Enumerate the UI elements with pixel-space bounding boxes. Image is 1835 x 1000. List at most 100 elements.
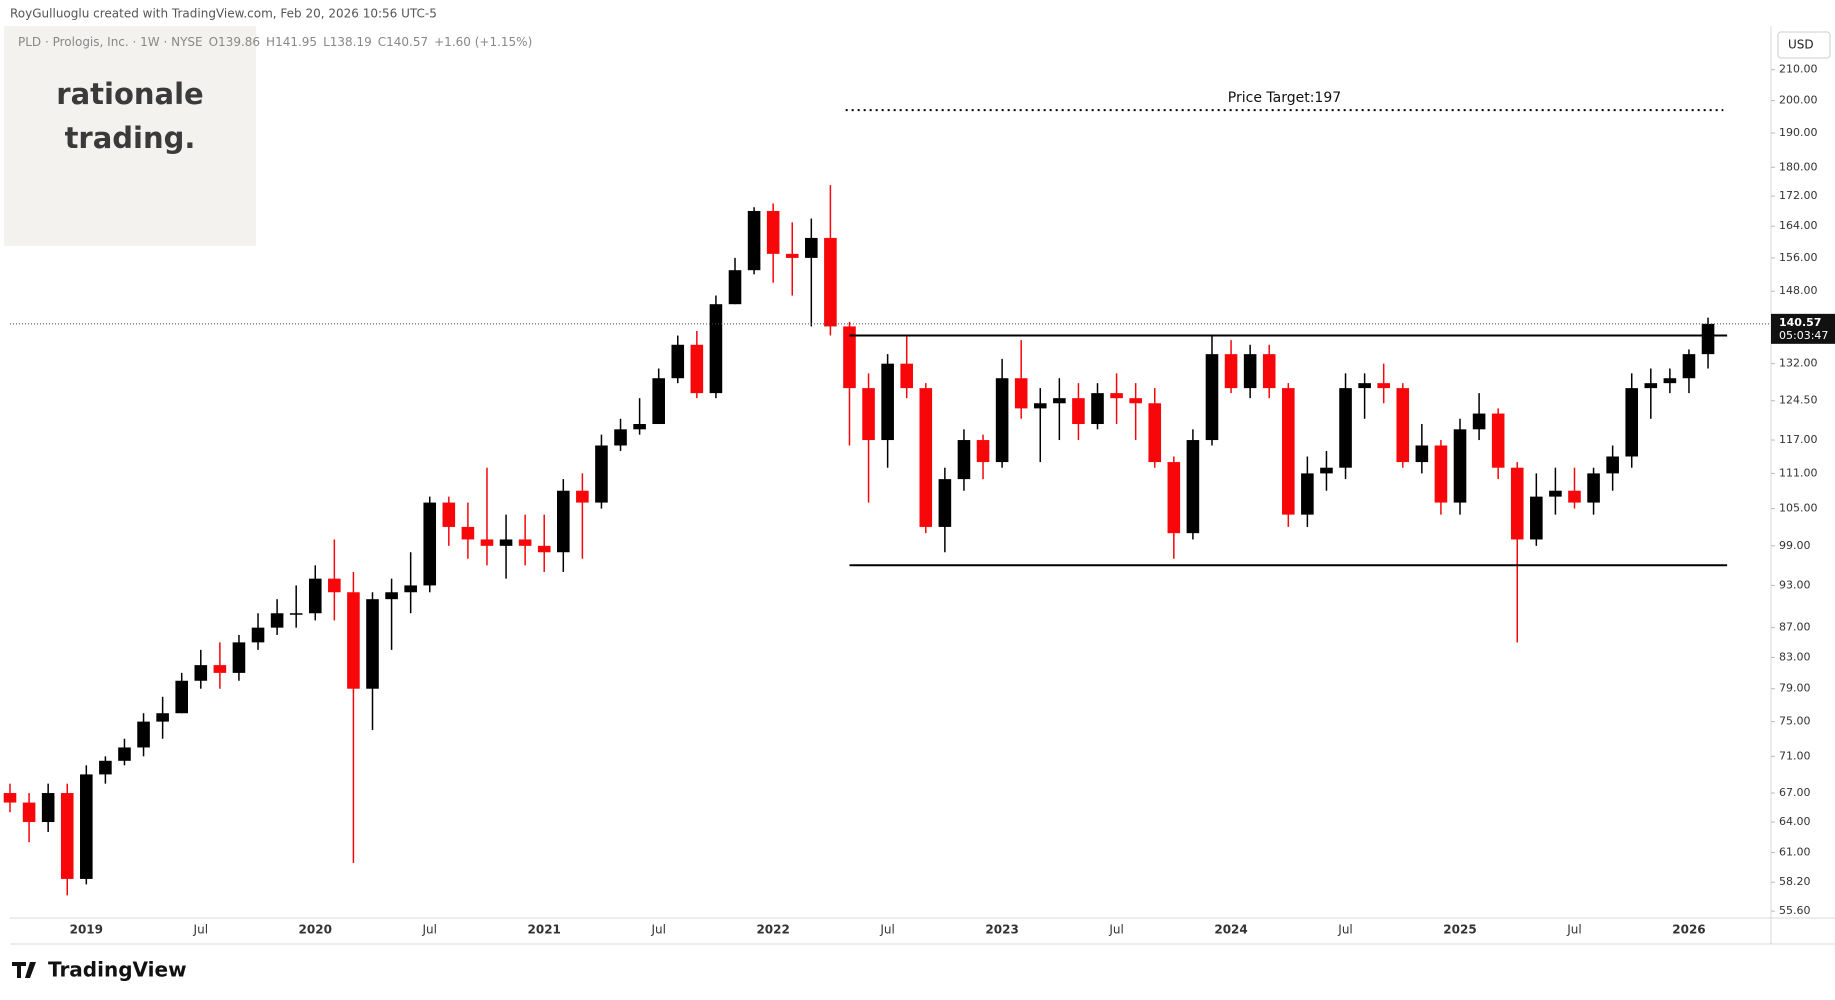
- candle-body: [556, 490, 570, 553]
- candle-body: [1549, 490, 1562, 497]
- candle-body: [499, 539, 513, 546]
- x-tick-label: Jul: [193, 923, 208, 937]
- candle-body: [1510, 467, 1524, 540]
- candle-body: [1033, 403, 1047, 409]
- candle-body: [1377, 383, 1390, 389]
- candle-body: [1110, 393, 1123, 399]
- candle-body: [976, 440, 990, 463]
- candle-body: [1606, 456, 1619, 474]
- candle-body: [1453, 429, 1467, 503]
- candle-body: [156, 713, 169, 722]
- x-tick-label: 2024: [1214, 923, 1247, 937]
- candle-body: [1339, 388, 1352, 468]
- candle-body: [1301, 473, 1314, 515]
- candle-body: [900, 363, 914, 389]
- candle-body: [843, 326, 856, 389]
- candle-body: [328, 578, 341, 593]
- candle-body: [366, 599, 379, 689]
- candle-body: [1224, 354, 1238, 389]
- y-tick-label: 190.00: [1779, 126, 1818, 139]
- candle-body: [213, 665, 227, 673]
- candle-body: [404, 585, 417, 593]
- watermark: trading.: [65, 121, 196, 155]
- legend-low: L138.19: [323, 35, 372, 49]
- watermark-box: [4, 26, 256, 246]
- candle-body: [480, 539, 494, 546]
- x-tick-label: Jul: [879, 923, 894, 937]
- candle-body: [690, 344, 704, 394]
- candle-body: [957, 440, 971, 480]
- candle-body: [1243, 354, 1257, 389]
- candle-body: [671, 344, 685, 379]
- currency-box[interactable]: [1777, 31, 1831, 59]
- y-tick-label: 79.00: [1779, 682, 1811, 695]
- legend-open: O139.86: [209, 35, 260, 49]
- candle-body: [1320, 467, 1333, 474]
- candle-body: [1434, 445, 1448, 503]
- candle-body: [862, 388, 875, 441]
- y-tick-label: 172.00: [1779, 189, 1818, 202]
- currency: USD: [1788, 38, 1814, 52]
- credit: RoyGulluoglu created with TradingView.co…: [10, 7, 437, 21]
- candle-body: [1663, 378, 1677, 384]
- candle-body: [1148, 403, 1162, 463]
- x-tick-label: 2023: [985, 923, 1018, 937]
- y-tick-label: 55.60: [1779, 904, 1811, 917]
- candle-body: [709, 304, 723, 394]
- y-tick-label: 200.00: [1779, 94, 1818, 107]
- candle-body: [60, 793, 74, 879]
- candle-body: [824, 237, 837, 327]
- y-tick-label: 61.00: [1779, 845, 1811, 858]
- x-tick-label: Jul: [650, 923, 665, 937]
- logo-text: TradingView: [48, 958, 187, 982]
- x-tick-label: 2020: [299, 923, 332, 937]
- candle-body: [232, 642, 246, 673]
- x-tick-label: Jul: [1566, 923, 1581, 937]
- x-tick-label: 2019: [70, 923, 103, 937]
- candle-body: [1262, 354, 1276, 389]
- legend-change: +1.60 (+1.15%): [434, 35, 532, 49]
- x-tick-label: 2026: [1672, 923, 1705, 937]
- candle-body: [785, 253, 799, 258]
- candle-body: [347, 592, 360, 689]
- x-tick-label: Jul: [1337, 923, 1352, 937]
- x-tick-label: Jul: [421, 923, 436, 937]
- y-tick-label: 180.00: [1779, 160, 1818, 173]
- candle-body: [41, 793, 55, 823]
- y-tick-label: 99.00: [1779, 539, 1811, 552]
- level-label: Price Target:197: [1228, 90, 1341, 106]
- candle-body: [461, 526, 475, 540]
- candle-body: [3, 793, 17, 803]
- y-tick-label: 111.00: [1779, 466, 1818, 479]
- y-tick-label: 148.00: [1779, 284, 1818, 297]
- y-tick-label: 71.00: [1779, 749, 1811, 762]
- candle-body: [595, 445, 608, 503]
- legend: PLD · Prologis, Inc. · 1W · NYSE O139.86 H…: [18, 35, 532, 49]
- candle-body: [766, 210, 780, 254]
- y-tick-label: 156.00: [1779, 251, 1818, 264]
- candle-body: [137, 721, 150, 748]
- y-tick-label: 105.00: [1779, 502, 1818, 515]
- y-tick-label: 164.00: [1779, 219, 1818, 232]
- candle-body: [1472, 413, 1486, 430]
- candle-body: [80, 774, 93, 879]
- logo: TradingView: [12, 958, 187, 982]
- candle-body: [518, 539, 532, 546]
- y-tick-label: 64.00: [1779, 815, 1811, 828]
- x-tick-label: Jul: [1108, 923, 1123, 937]
- logo-icon: [12, 962, 36, 978]
- candle-body: [938, 479, 952, 527]
- candle-body: [995, 378, 1009, 463]
- candle-body: [22, 802, 36, 823]
- candle-body: [1530, 496, 1543, 540]
- candle-body: [1644, 383, 1658, 389]
- candle-body: [118, 747, 131, 761]
- y-tick-label: 93.00: [1779, 578, 1811, 591]
- candle-body: [385, 592, 398, 600]
- y-tick-label: 67.00: [1779, 786, 1811, 799]
- candle-body: [747, 210, 761, 271]
- candle-body: [423, 502, 437, 586]
- candle-body: [1358, 383, 1371, 389]
- candle-body: [1701, 323, 1715, 355]
